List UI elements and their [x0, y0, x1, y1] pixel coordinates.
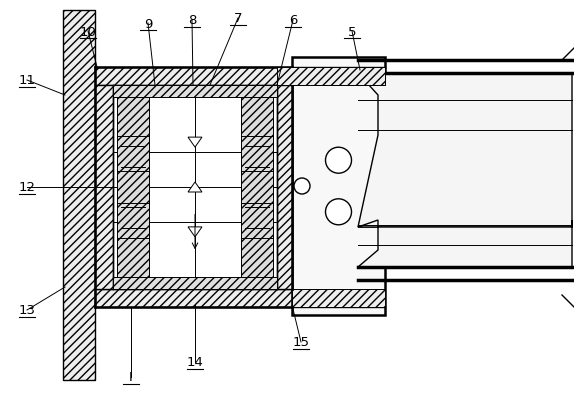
Bar — [117, 98, 149, 277]
Polygon shape — [188, 183, 202, 192]
Text: 12: 12 — [18, 181, 36, 194]
Text: 7: 7 — [234, 13, 242, 26]
Circle shape — [325, 148, 351, 174]
Text: I: I — [129, 371, 133, 384]
Bar — [277, 68, 385, 86]
Bar — [292, 58, 385, 315]
Circle shape — [325, 199, 351, 225]
Polygon shape — [188, 227, 202, 237]
Text: 5: 5 — [348, 26, 356, 38]
Text: 9: 9 — [144, 17, 152, 30]
Polygon shape — [358, 220, 572, 267]
Bar — [292, 68, 385, 86]
Text: 15: 15 — [293, 336, 309, 349]
Bar — [63, 11, 95, 380]
Bar — [241, 98, 273, 277]
Bar — [95, 68, 292, 86]
Bar — [113, 277, 277, 289]
Bar — [95, 289, 292, 307]
Text: 13: 13 — [18, 304, 36, 317]
Bar — [95, 86, 113, 289]
Polygon shape — [188, 138, 202, 148]
Text: 10: 10 — [80, 26, 96, 38]
Text: 8: 8 — [188, 15, 196, 28]
Polygon shape — [358, 74, 572, 228]
Text: 14: 14 — [187, 356, 203, 369]
Text: 11: 11 — [18, 74, 36, 87]
Bar — [277, 86, 292, 289]
Bar — [113, 86, 277, 98]
Text: 6: 6 — [289, 15, 297, 28]
Circle shape — [294, 179, 310, 194]
Bar — [292, 289, 385, 307]
